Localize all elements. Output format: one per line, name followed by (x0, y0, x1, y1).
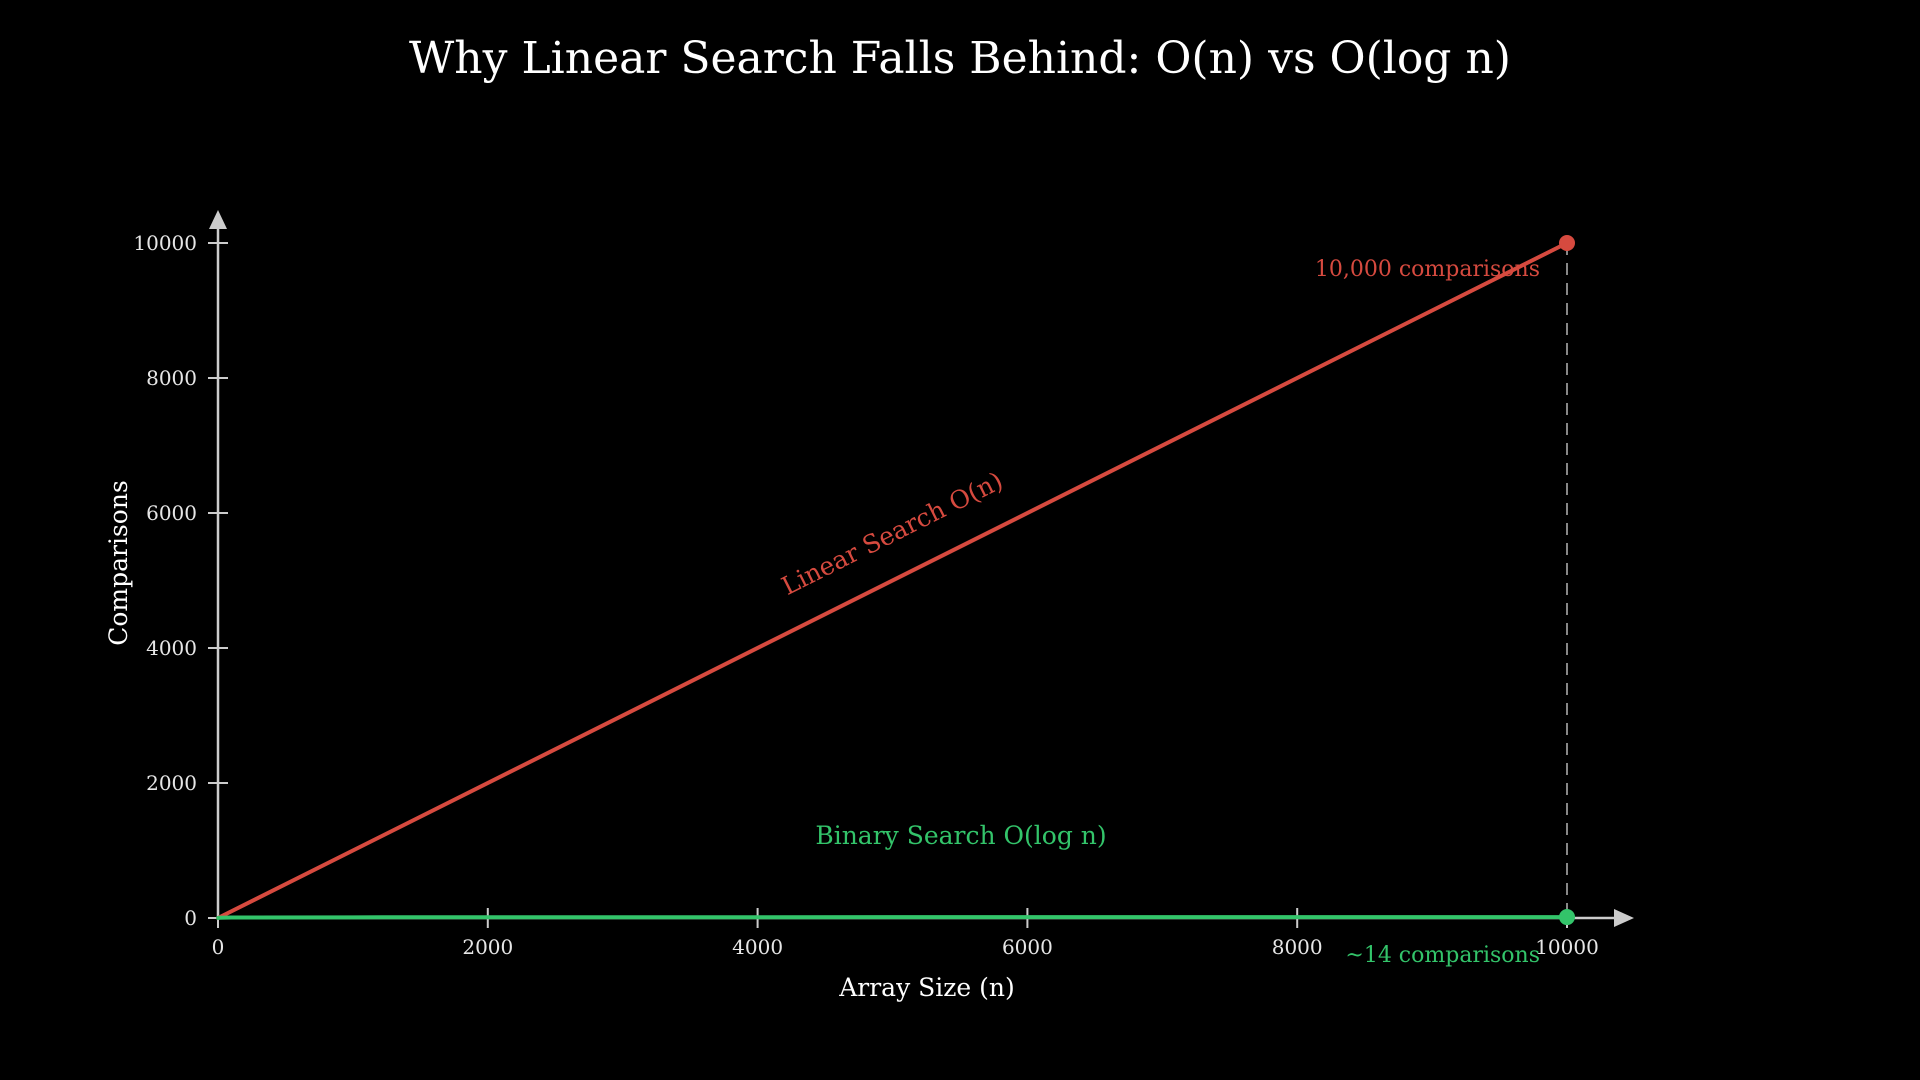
y-tick-label: 2000 (146, 771, 197, 795)
x-axis-label: Array Size (n) (838, 973, 1015, 1002)
x-axis-arrowhead (1614, 909, 1634, 927)
binary-series-label: Binary Search O(log n) (815, 821, 1106, 850)
chart-title: Why Linear Search Falls Behind: O(n) vs … (409, 33, 1511, 84)
y-axis-label: Comparisons (104, 480, 133, 646)
binary-search-line (216, 915, 1569, 920)
y-tick-label: 0 (184, 906, 197, 930)
linear-search-line (216, 241, 1569, 920)
linear-endpoint-marker (1559, 235, 1575, 251)
x-tick-label: 6000 (1002, 935, 1053, 959)
series-markers (1559, 235, 1575, 926)
binary-endpoint-marker (1559, 909, 1575, 926)
x-tick-label: 0 (212, 935, 225, 959)
linear-endpoint-annotation: 10,000 comparisons (1315, 257, 1540, 282)
x-tick-label: 2000 (462, 935, 513, 959)
series-lines (216, 241, 1569, 920)
y-tick-label: 10000 (133, 231, 197, 255)
y-tick-label: 8000 (146, 366, 197, 390)
y-axis-arrowhead (209, 210, 227, 229)
x-tick-label: 10000 (1535, 935, 1599, 959)
y-tick-label: 6000 (146, 501, 197, 525)
y-tick-label: 4000 (146, 636, 197, 660)
x-tick-label: 4000 (732, 935, 783, 959)
x-tick-label: 8000 (1272, 935, 1323, 959)
binary-endpoint-annotation: ~14 comparisons (1345, 943, 1540, 968)
